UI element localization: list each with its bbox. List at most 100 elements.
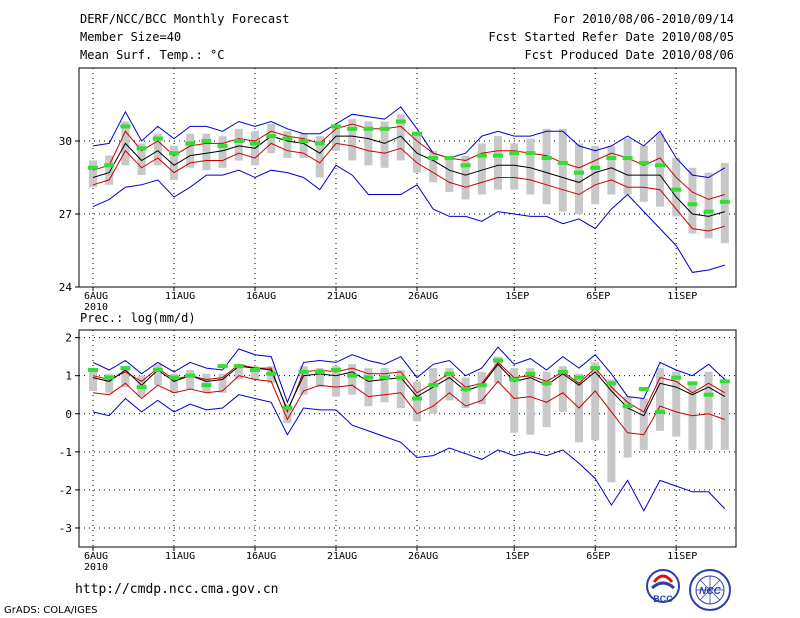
ensemble-box (639, 398, 648, 450)
observed-marker (541, 156, 552, 161)
observed-marker (314, 369, 325, 374)
ensemble-box (623, 138, 632, 195)
x-tick-label: 1SEP (505, 551, 529, 562)
observed-marker (88, 367, 98, 372)
y-tick-label: -3 (59, 522, 72, 535)
observed-marker (88, 165, 98, 170)
observed-marker (104, 163, 115, 168)
observed-marker (622, 404, 633, 409)
observed-marker (444, 156, 455, 161)
ensemble-box (170, 145, 178, 180)
observed-marker (590, 366, 601, 371)
observed-marker (671, 375, 682, 380)
ensemble-box (137, 143, 146, 176)
fcst-started-date: Fcst Started Refer Date 2010/08/05 (488, 30, 734, 44)
ensemble-box (348, 119, 357, 161)
ensemble-box (558, 128, 567, 212)
ensemble-box (234, 128, 243, 161)
x-tick-label: 6AUG (84, 291, 108, 302)
min-envelope-line (92, 394, 726, 512)
y-tick-label: 2 (65, 332, 72, 345)
ensemble-box (575, 143, 583, 214)
ensemble-box (380, 121, 389, 168)
y-tick-label: 27 (59, 208, 72, 221)
x-tick-label: 16AUG (246, 551, 276, 562)
observed-marker (590, 165, 601, 170)
ensemble-box (558, 366, 567, 412)
observed-marker (557, 160, 568, 165)
lower-spread-line (92, 142, 725, 232)
observed-marker (120, 366, 131, 371)
observed-marker (331, 124, 341, 129)
ensemble-box (704, 371, 713, 450)
ensemble-box (413, 381, 421, 422)
observed-marker (298, 139, 309, 143)
observed-marker (347, 126, 358, 131)
x-tick-label: 26AUG (408, 551, 438, 562)
observed-marker (509, 151, 520, 156)
ensemble-box (364, 368, 373, 407)
observed-marker (444, 371, 455, 376)
ensemble-box (429, 368, 438, 414)
ensemble-box (591, 362, 600, 441)
ensemble-box (283, 131, 292, 159)
ensemble-box (688, 167, 697, 234)
ensemble-box (332, 126, 340, 151)
x-tick-label: 11SEP (667, 551, 697, 562)
ncc-logo-text: NCC (699, 586, 721, 597)
y-tick-label: 24 (59, 281, 73, 294)
y-tick-label: 1 (65, 370, 72, 383)
observed-marker (687, 381, 698, 386)
ensemble-box (153, 364, 162, 386)
ensemble-box (720, 383, 729, 450)
ensemble-box (494, 356, 502, 384)
ensemble-box (348, 364, 357, 395)
x-tick-year-label: 2010 (84, 302, 108, 313)
bcc-logo-text: BCC (653, 594, 673, 604)
ensemble-box (170, 373, 178, 393)
upper-spread-line (92, 123, 725, 200)
observed-marker (169, 151, 179, 156)
observed-marker (185, 373, 196, 378)
observed-marker (655, 163, 665, 168)
ensemble-box (218, 136, 227, 168)
ensemble-box (202, 133, 211, 171)
y-tick-label: 30 (59, 135, 72, 148)
ensemble-box (445, 368, 454, 401)
observed-marker (104, 375, 115, 380)
ensemble-box (510, 143, 519, 190)
ensemble-box (105, 155, 114, 185)
max-envelope-line (92, 346, 726, 404)
x-tick-label: 11SEP (667, 291, 697, 302)
observed-marker (428, 156, 439, 161)
observed-marker (541, 381, 552, 386)
observed-marker (266, 371, 277, 376)
ensemble-box (332, 366, 340, 397)
observed-marker (428, 383, 439, 388)
footer-url[interactable]: http://cmdp.ncc.cma.gov.cn (75, 582, 279, 597)
ensemble-box (526, 368, 535, 435)
ensemble-box (526, 138, 535, 195)
ensemble-mean-line (92, 363, 726, 417)
observed-marker (395, 375, 406, 380)
ensemble-box (299, 366, 308, 395)
observed-marker (493, 358, 503, 363)
ensemble-box (542, 128, 551, 205)
ensemble-box (688, 383, 697, 450)
observed-marker (152, 136, 163, 141)
observed-marker (509, 377, 520, 382)
x-tick-label: 21AUG (327, 291, 357, 302)
x-tick-label: 11AUG (165, 551, 195, 562)
observed-marker (525, 371, 536, 376)
ensemble-box (89, 368, 97, 391)
observed-marker (250, 141, 260, 146)
y-tick-label: 0 (65, 408, 72, 421)
ensemble-box (494, 136, 502, 190)
observed-marker (412, 396, 422, 401)
y-tick-label: -2 (59, 484, 72, 497)
observed-marker (412, 131, 422, 136)
observed-marker (638, 387, 649, 392)
observed-marker (476, 383, 487, 388)
